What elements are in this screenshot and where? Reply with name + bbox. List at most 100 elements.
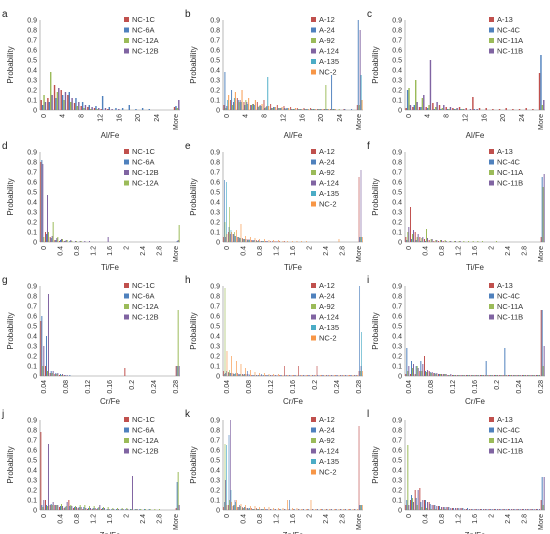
y-tick-label: 0.4 [27, 200, 37, 207]
bar [421, 371, 423, 376]
bar [472, 241, 474, 242]
y-tick-label: 0 [398, 374, 402, 381]
x-tick-label: 0.24 [516, 380, 523, 394]
bar [289, 500, 291, 510]
bar [340, 375, 342, 376]
bar [416, 366, 418, 376]
bar [291, 109, 293, 110]
bar [305, 241, 307, 242]
x-tick-label: More [356, 114, 363, 130]
legend-label: A-124 [319, 313, 339, 322]
legend-label: NC-1C [132, 281, 156, 290]
bar [176, 366, 178, 376]
bar [108, 509, 110, 510]
bar [245, 100, 247, 110]
legend-swatch [311, 427, 316, 433]
legend-label: NC-6A [132, 426, 155, 435]
bar [54, 374, 56, 376]
bar [117, 508, 118, 510]
bar [359, 237, 361, 242]
bar [248, 509, 249, 510]
bar [175, 366, 177, 376]
bar [313, 109, 314, 110]
bar [90, 109, 92, 110]
bar [518, 109, 521, 110]
bar [335, 375, 337, 376]
x-tick-label: 4 [425, 114, 432, 118]
bar [256, 241, 258, 242]
legend-label: A-13 [497, 415, 513, 424]
bar [97, 508, 99, 510]
bar [263, 509, 264, 510]
bar [75, 98, 77, 110]
bar [442, 241, 444, 242]
y-tick-label: 0.1 [210, 98, 220, 105]
bar [41, 105, 44, 110]
bar [337, 375, 338, 376]
legend-swatch [489, 17, 494, 22]
bar [231, 90, 233, 110]
bar [319, 109, 321, 110]
bar [334, 109, 336, 110]
bar [430, 373, 432, 376]
x-tick-label: 12 [280, 114, 287, 122]
bar [490, 375, 492, 376]
bar [254, 372, 256, 376]
legend-swatch [489, 417, 494, 422]
y-axis-label: Probability [371, 312, 380, 349]
bar [543, 477, 545, 510]
legend-swatch [311, 27, 316, 33]
bar [424, 500, 426, 510]
bar [523, 509, 524, 510]
bar [280, 375, 281, 376]
bar [173, 107, 176, 110]
bar [492, 509, 494, 510]
bar [286, 108, 288, 110]
bar [472, 97, 474, 110]
legend-label: A-135 [319, 189, 339, 198]
x-tick-label: 1.2 [455, 246, 462, 256]
bar [103, 508, 105, 510]
x-axis-label: Al/Fe [101, 131, 120, 140]
y-tick-label: 0.4 [392, 200, 402, 207]
x-tick-label: 2 [123, 514, 130, 518]
bar [252, 240, 253, 242]
bar [449, 107, 452, 110]
bar [240, 364, 242, 376]
bar [430, 239, 432, 242]
legend-swatch [489, 314, 494, 320]
bar [310, 500, 312, 510]
bar [360, 75, 362, 110]
bar [232, 506, 234, 510]
bar [313, 109, 315, 110]
series-NC-11B [408, 174, 545, 242]
bar [465, 108, 467, 110]
bar [261, 374, 263, 376]
x-tick-label: 0.4 [240, 246, 247, 256]
bar [328, 375, 329, 376]
y-tick-label: 0.6 [210, 448, 220, 455]
bar [225, 373, 226, 376]
y-tick-label: 0.4 [392, 68, 402, 75]
y-axis-label: Probability [371, 446, 380, 483]
bar [282, 241, 284, 242]
bar [345, 509, 347, 510]
bar [405, 374, 407, 376]
legend-swatch [311, 448, 316, 454]
y-tick-label: 0.1 [392, 498, 402, 505]
bar [251, 508, 253, 510]
bar [444, 240, 446, 242]
bar [125, 509, 127, 510]
bar [230, 420, 231, 510]
bar [415, 240, 417, 242]
bar [268, 374, 270, 376]
bar [60, 506, 61, 510]
bar [261, 104, 263, 110]
bar [225, 480, 226, 510]
bar [246, 508, 248, 510]
x-tick-label: 1.2 [273, 514, 280, 524]
bar [518, 375, 520, 376]
series-NC-1C [40, 321, 177, 376]
